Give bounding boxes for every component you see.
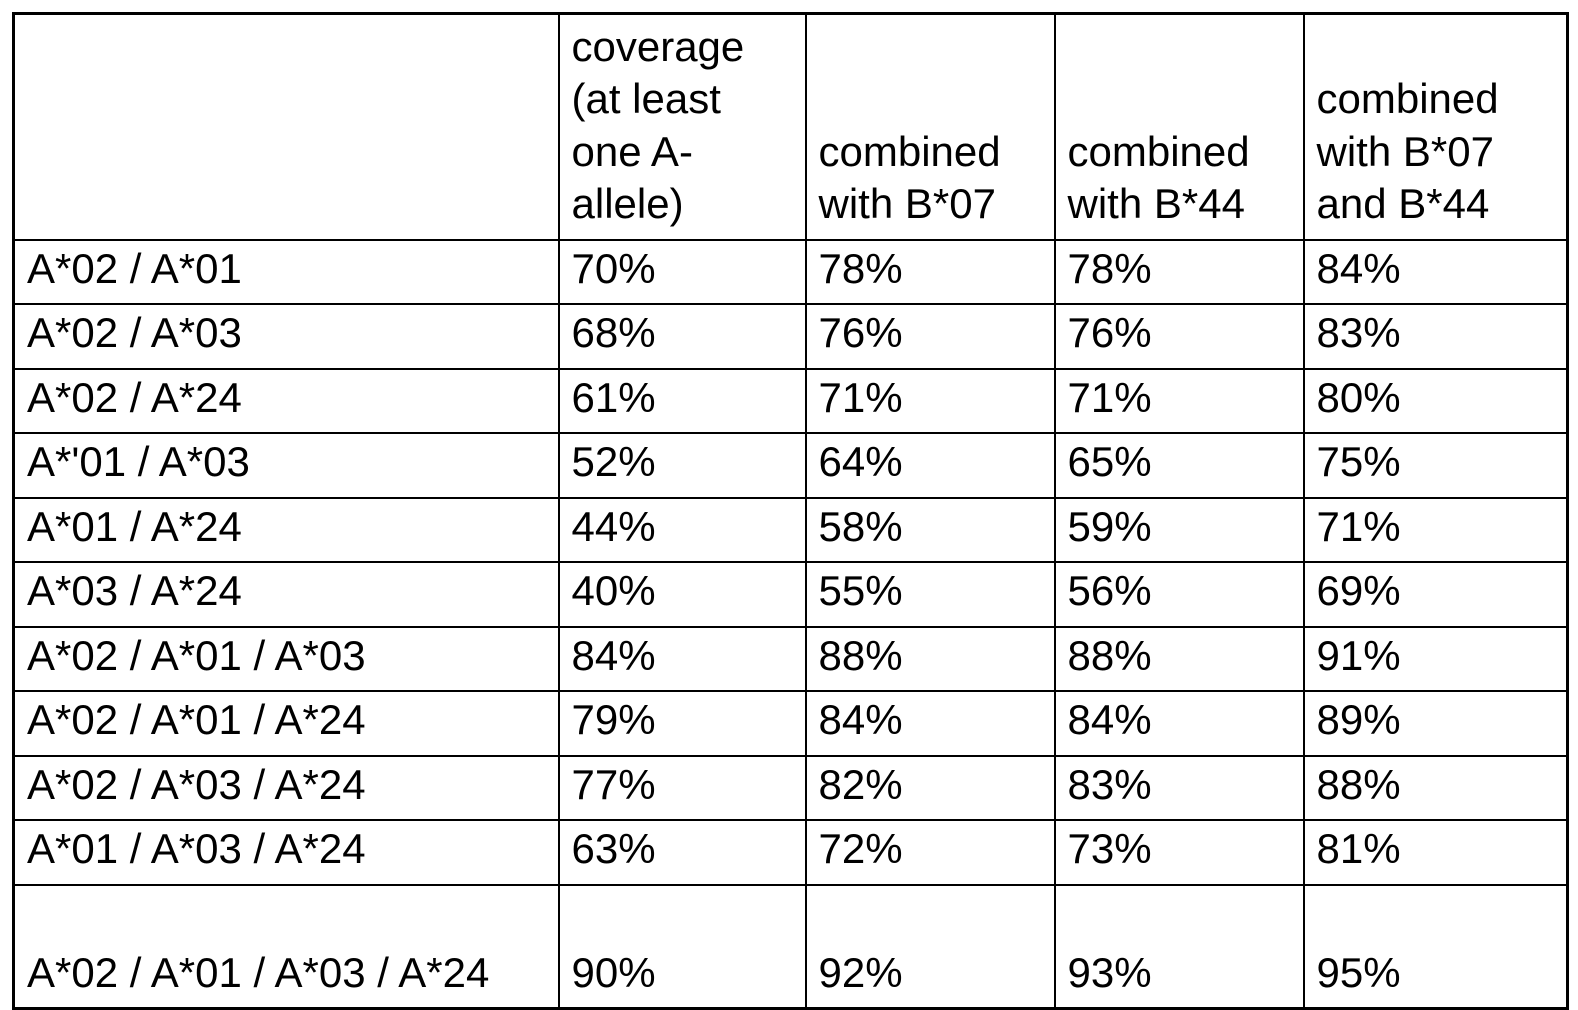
- table-row: A*02 / A*01 / A*03 / A*24 90% 92% 93% 95…: [12, 883, 1569, 1010]
- table-row: A*02 / A*03 68% 76% 76% 83%: [12, 303, 1569, 370]
- b07-value-cell: 71%: [804, 367, 1056, 434]
- b44-value-cell: 71%: [1053, 367, 1305, 434]
- coverage-table: coverage (at least one A-allele) combine…: [12, 12, 1569, 1010]
- coverage-value-cell: 63%: [557, 819, 807, 886]
- row-label-cell: A*03 / A*24: [12, 561, 560, 628]
- b44-value-cell: 76%: [1053, 303, 1305, 370]
- b44-value-cell: 83%: [1053, 754, 1305, 821]
- table-row: A*02 / A*03 / A*24 77% 82% 83% 88%: [12, 754, 1569, 821]
- b07-value-cell: 72%: [804, 819, 1056, 886]
- b44-value-cell: 56%: [1053, 561, 1305, 628]
- table-row: A*02 / A*01 / A*24 79% 84% 84% 89%: [12, 690, 1569, 757]
- b07-b44-value-cell: 71%: [1302, 496, 1569, 563]
- row-label-cell: A*'01 / A*03: [12, 432, 560, 499]
- column-header-rowlabel: [12, 12, 560, 241]
- coverage-value-cell: 44%: [557, 496, 807, 563]
- b07-b44-value-cell: 88%: [1302, 754, 1569, 821]
- table-row: A*02 / A*01 70% 78% 78% 84%: [12, 238, 1569, 305]
- b07-value-cell: 58%: [804, 496, 1056, 563]
- row-label-cell: A*02 / A*01 / A*03: [12, 625, 560, 692]
- b07-b44-value-cell: 83%: [1302, 303, 1569, 370]
- b44-value-cell: 84%: [1053, 690, 1305, 757]
- b07-b44-value-cell: 69%: [1302, 561, 1569, 628]
- b44-value-cell: 73%: [1053, 819, 1305, 886]
- column-header-combined-b07-b44: combined with B*07 and B*44: [1302, 12, 1569, 241]
- coverage-value-cell: 90%: [557, 883, 807, 1010]
- b07-b44-value-cell: 80%: [1302, 367, 1569, 434]
- table-row: A*02 / A*24 61% 71% 71% 80%: [12, 367, 1569, 434]
- column-header-combined-b07: combined with B*07: [804, 12, 1056, 241]
- coverage-value-cell: 52%: [557, 432, 807, 499]
- coverage-value-cell: 61%: [557, 367, 807, 434]
- table-row: A*01 / A*03 / A*24 63% 72% 73% 81%: [12, 819, 1569, 886]
- b07-value-cell: 76%: [804, 303, 1056, 370]
- table-row: A*02 / A*01 / A*03 84% 88% 88% 91%: [12, 625, 1569, 692]
- b44-value-cell: 65%: [1053, 432, 1305, 499]
- b07-b44-value-cell: 89%: [1302, 690, 1569, 757]
- coverage-value-cell: 79%: [557, 690, 807, 757]
- coverage-value-cell: 77%: [557, 754, 807, 821]
- coverage-value-cell: 68%: [557, 303, 807, 370]
- b07-value-cell: 88%: [804, 625, 1056, 692]
- row-label-cell: A*02 / A*01 / A*24: [12, 690, 560, 757]
- row-label-cell: A*01 / A*24: [12, 496, 560, 563]
- b07-b44-value-cell: 91%: [1302, 625, 1569, 692]
- row-label-cell: A*02 / A*01: [12, 238, 560, 305]
- b44-value-cell: 59%: [1053, 496, 1305, 563]
- coverage-value-cell: 70%: [557, 238, 807, 305]
- table-row: A*03 / A*24 40% 55% 56% 69%: [12, 561, 1569, 628]
- column-header-coverage: coverage (at least one A-allele): [557, 12, 807, 241]
- b44-value-cell: 88%: [1053, 625, 1305, 692]
- b07-value-cell: 78%: [804, 238, 1056, 305]
- b07-b44-value-cell: 81%: [1302, 819, 1569, 886]
- b07-value-cell: 55%: [804, 561, 1056, 628]
- b07-b44-value-cell: 84%: [1302, 238, 1569, 305]
- b07-value-cell: 92%: [804, 883, 1056, 1010]
- b44-value-cell: 93%: [1053, 883, 1305, 1010]
- b07-b44-value-cell: 75%: [1302, 432, 1569, 499]
- b07-value-cell: 64%: [804, 432, 1056, 499]
- row-label-cell: A*02 / A*03 / A*24: [12, 754, 560, 821]
- row-label-cell: A*02 / A*03: [12, 303, 560, 370]
- table-row: A*'01 / A*03 52% 64% 65% 75%: [12, 432, 1569, 499]
- b07-value-cell: 82%: [804, 754, 1056, 821]
- row-label-cell: A*02 / A*24: [12, 367, 560, 434]
- coverage-value-cell: 40%: [557, 561, 807, 628]
- table-row: A*01 / A*24 44% 58% 59% 71%: [12, 496, 1569, 563]
- coverage-value-cell: 84%: [557, 625, 807, 692]
- b44-value-cell: 78%: [1053, 238, 1305, 305]
- column-header-combined-b44: combined with B*44: [1053, 12, 1305, 241]
- row-label-cell: A*02 / A*01 / A*03 / A*24: [12, 883, 560, 1010]
- header-row: coverage (at least one A-allele) combine…: [12, 12, 1569, 241]
- b07-value-cell: 84%: [804, 690, 1056, 757]
- row-label-cell: A*01 / A*03 / A*24: [12, 819, 560, 886]
- b07-b44-value-cell: 95%: [1302, 883, 1569, 1010]
